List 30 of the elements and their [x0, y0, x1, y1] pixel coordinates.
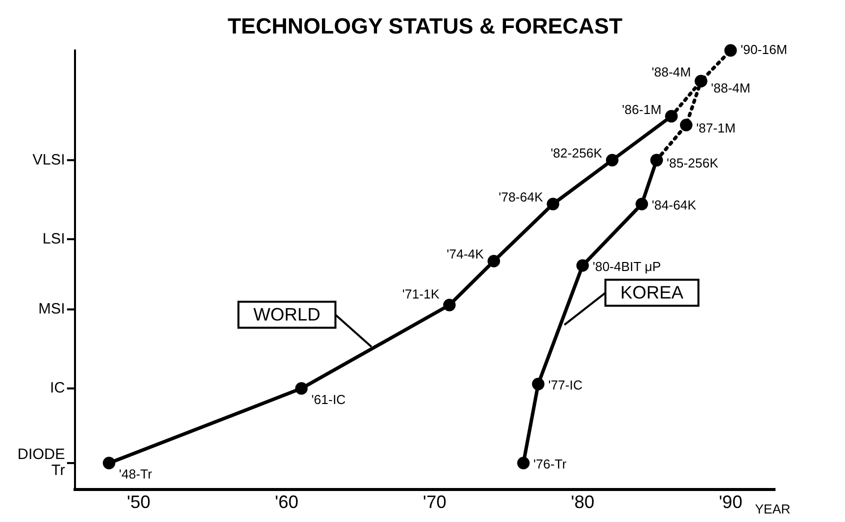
annotation: '80-4BIT μP	[592, 259, 661, 274]
x-tick-label: '70	[422, 492, 446, 512]
annotation: '86-1M	[622, 102, 662, 117]
text: KOREA	[620, 282, 684, 303]
x-tick-label: '60	[274, 492, 298, 512]
ref-line-label: IC	[50, 380, 66, 397]
annotation: '82-256K	[550, 146, 603, 161]
annotation: '78-64K	[498, 190, 544, 205]
ref-line-label: VLSI	[32, 151, 65, 168]
annotation: '87-1M	[696, 120, 736, 136]
annotation: '76-Tr	[533, 456, 568, 472]
ref-line-label: MSI	[38, 300, 65, 318]
x-tick-label: '50	[126, 492, 150, 512]
annotation: '74-4K	[446, 246, 484, 262]
annotation: '48-Tr	[119, 466, 153, 482]
annotation: '61-IC	[311, 392, 346, 408]
x-tick-label: '80	[570, 492, 594, 512]
annotation: '71-1K	[402, 286, 440, 302]
annotation: '85-256K	[666, 156, 719, 171]
annotation: '88-4M	[711, 80, 750, 96]
ref-line-label: DIODE Tr	[17, 446, 65, 480]
annotation: '77-IC	[548, 378, 582, 393]
x-tick-label: '90	[718, 492, 742, 512]
annotation: '88-4M	[652, 64, 692, 80]
annotation: '90-16M	[740, 42, 788, 57]
ref-line-label: LSI	[42, 230, 65, 248]
text: WORLD	[253, 304, 320, 325]
annotation: '84-64K	[652, 198, 697, 213]
chart-title: TECHNOLOGY STATUS & FORECAST	[228, 13, 623, 38]
x-axis-title: YEAR	[755, 501, 790, 516]
